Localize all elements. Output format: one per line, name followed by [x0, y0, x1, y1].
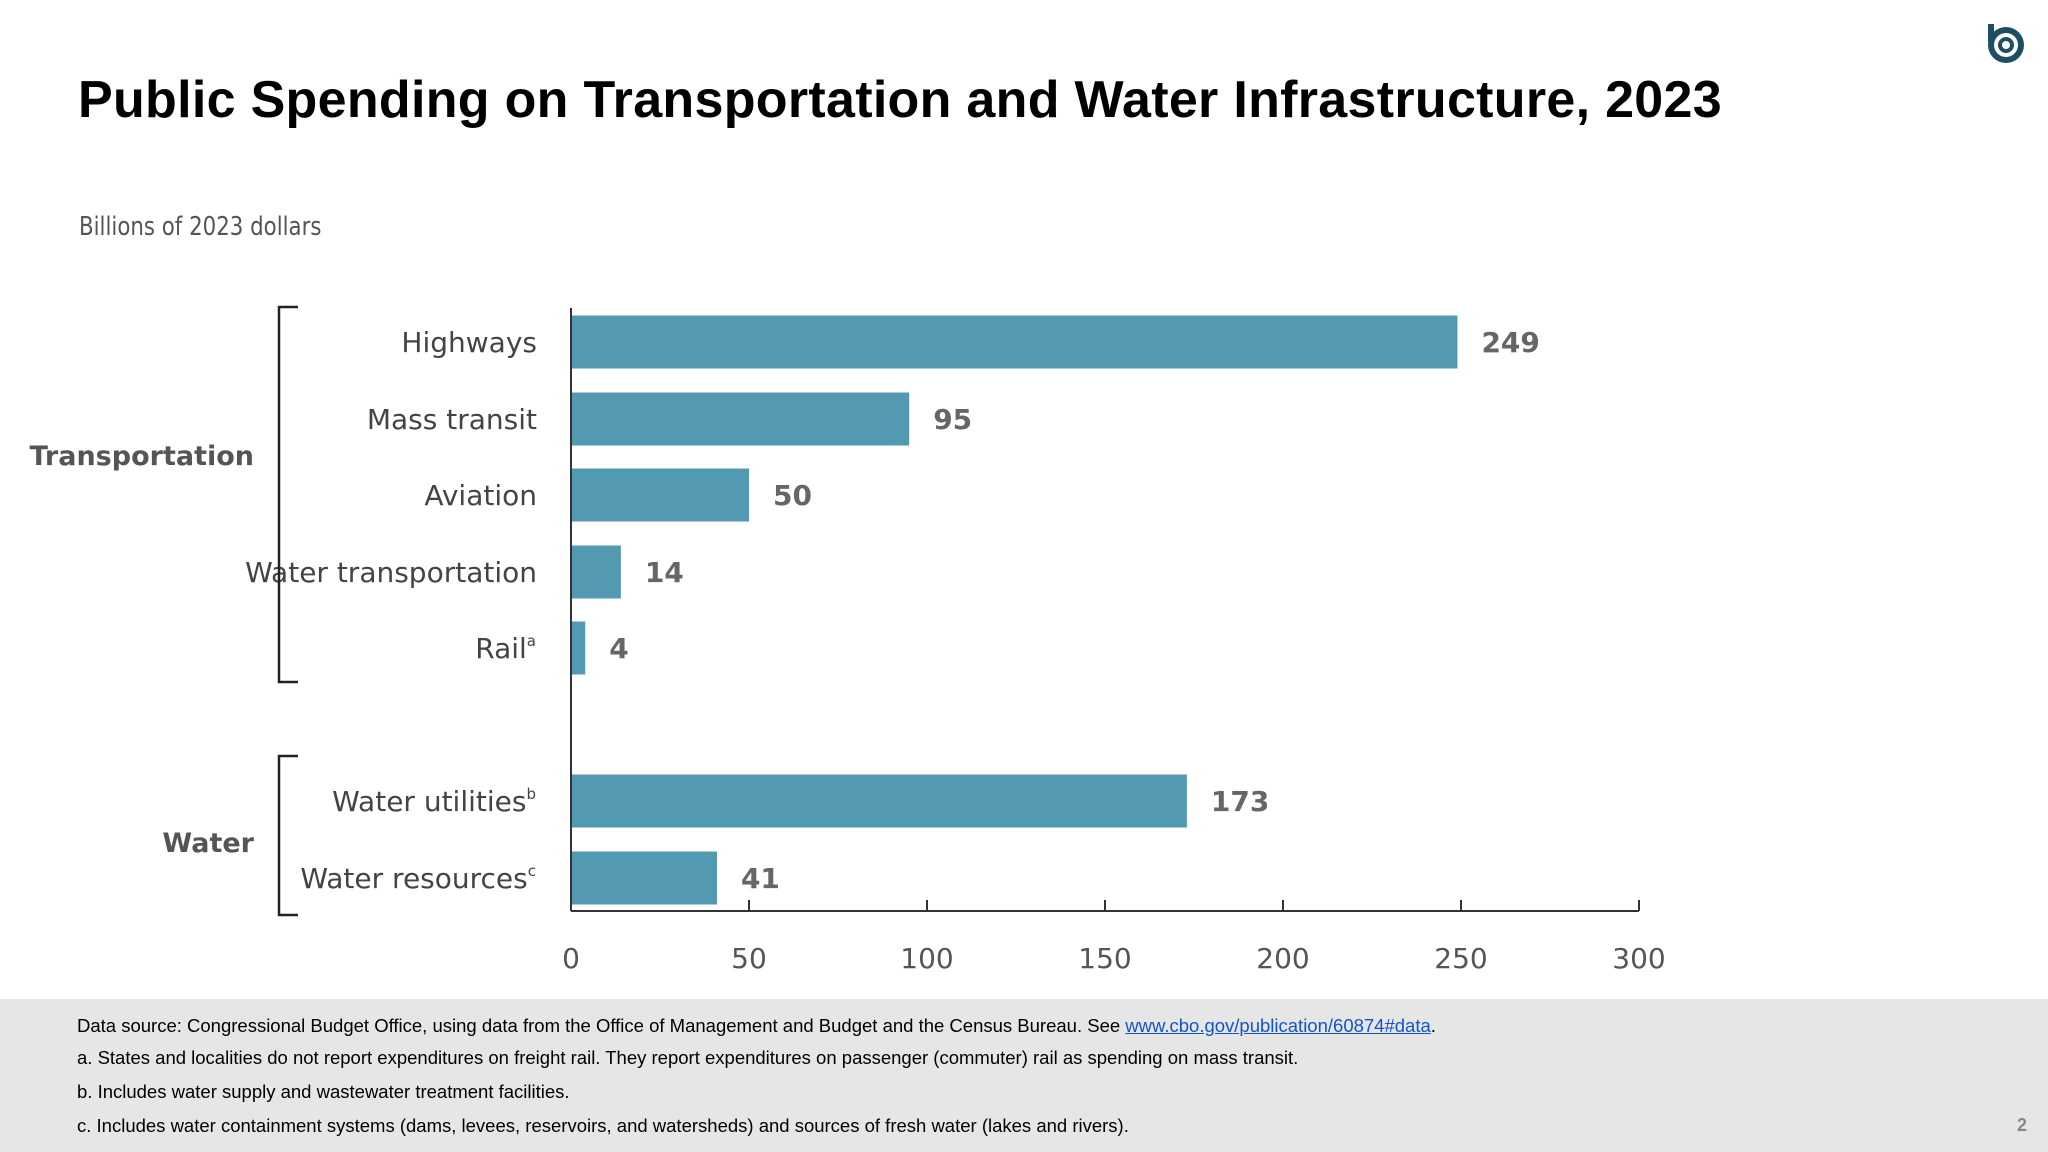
group-bracket [277, 305, 298, 684]
x-tick-label: 100 [900, 942, 953, 975]
category-label: Water transportation [245, 556, 537, 589]
bar-chart: 0 50 100 150 200 250 300 Highways 249 Mass transi… [29, 305, 1666, 975]
page-number: 2 [2016, 1115, 2027, 1135]
cbo-logo-icon [1988, 24, 2024, 63]
value-label: 173 [1211, 785, 1269, 818]
bar [572, 774, 1187, 828]
x-tick-label: 250 [1434, 942, 1487, 975]
footnote-b: b. Includes water supply and wastewater … [77, 1081, 570, 1102]
footnotes-panel [0, 999, 2048, 1152]
x-tick-label: 0 [562, 942, 580, 975]
group-label: Transportation [29, 441, 254, 472]
chart-unit-label: Billions of 2023 dollars [79, 212, 322, 242]
data-source-note: Data source: Congressional Budget Office… [77, 1015, 1436, 1036]
bar [572, 315, 1458, 369]
bar [572, 545, 621, 599]
value-label: 95 [933, 403, 972, 436]
bar [572, 392, 910, 446]
value-label: 249 [1481, 326, 1539, 359]
value-label: 41 [741, 862, 780, 895]
category-label: Raila [475, 632, 536, 665]
footnote-c: c. Includes water containment systems (d… [77, 1115, 1129, 1136]
value-label: 50 [773, 479, 812, 512]
value-label: 14 [645, 556, 684, 589]
group-bracket [277, 754, 298, 917]
category-label: Highways [401, 326, 537, 359]
bar [572, 468, 749, 522]
source-link[interactable]: www.cbo.gov/publication/60874#data [1125, 1015, 1431, 1036]
value-label: 4 [609, 632, 628, 665]
category-label: Water utilitiesb [332, 785, 536, 818]
footnote-a: a. States and localities do not report e… [77, 1047, 1299, 1068]
category-label: Water resourcesc [300, 862, 536, 895]
x-tick-label: 300 [1612, 942, 1665, 975]
category-label: Mass transit [367, 403, 537, 436]
category-label: Aviation [424, 479, 537, 512]
group-label: Water [162, 828, 254, 859]
x-tick-label: 200 [1256, 942, 1309, 975]
bar [572, 621, 586, 675]
bar [572, 851, 717, 905]
x-tick-label: 50 [731, 942, 767, 975]
x-tick-label: 150 [1078, 942, 1131, 975]
page-title: Public Spending on Transportation and Wa… [78, 71, 1722, 129]
